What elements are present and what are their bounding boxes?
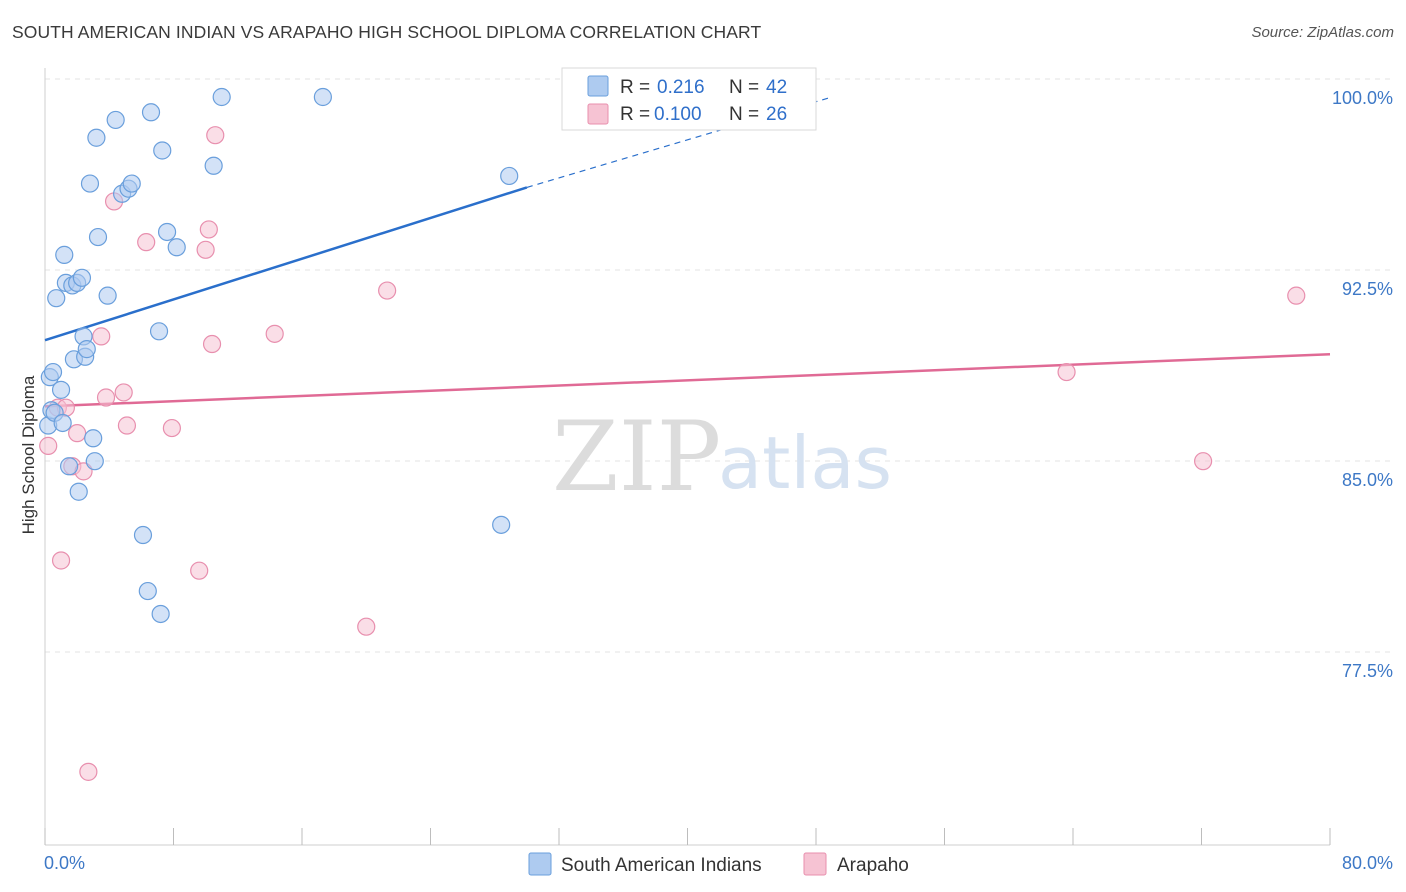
legend-swatch-blue [587,75,609,97]
legend-r-value-1: 0.216 [657,77,705,98]
chart-title: SOUTH AMERICAN INDIAN VS ARAPAHO HIGH SC… [12,22,762,42]
legend-n-label-2: N = [729,104,759,125]
point-arapaho [79,762,98,781]
y-tick-label: 77.5% [1342,661,1393,681]
watermark-zip: ZIP [552,401,721,513]
source-credit: Source: ZipAtlas.com [1251,24,1394,41]
point-south-american-indians [204,156,223,175]
x-tick-label-min: 0.0% [44,853,85,873]
point-arapaho [1194,452,1213,471]
scatter-points [39,87,1306,781]
point-south-american-indians [138,581,157,601]
x-tick-label-max: 80.0% [1342,853,1393,873]
point-arapaho [51,551,71,570]
point-arapaho [162,418,181,438]
point-south-american-indians [80,174,100,193]
y-axis-label: High School Diploma [19,375,38,534]
point-arapaho [357,617,376,636]
point-south-american-indians [84,429,103,448]
point-arapaho [39,436,58,455]
legend-n-label-1: N = [729,77,759,98]
point-arapaho [378,281,397,300]
point-arapaho [206,126,225,145]
watermark: ZIP atlas [552,401,892,513]
point-south-american-indians [122,174,141,193]
point-south-american-indians [69,482,88,501]
legend-r-value-2: 0.100 [654,104,702,125]
point-south-american-indians [153,141,172,160]
point-south-american-indians [313,87,332,107]
point-arapaho [265,324,284,343]
y-tick-label: 92.5% [1342,279,1393,299]
point-south-american-indians [53,413,72,433]
point-south-american-indians [141,103,161,122]
point-arapaho [1287,286,1306,305]
series-legend: South American Indians Arapaho [528,852,909,876]
point-arapaho [199,220,218,239]
point-south-american-indians [133,525,153,545]
stats-legend: R = 0.216 N = 42 R = 0.100 N = 26 [561,67,817,131]
axes [44,68,1331,846]
point-south-american-indians [72,268,92,287]
point-south-american-indians [85,452,104,471]
point-south-american-indians [157,222,177,242]
point-south-american-indians [47,289,66,308]
legend-r-label-1: R = [620,77,650,98]
watermark-atlas: atlas [718,421,892,505]
tick-labels: 77.5% 85.0% 92.5% 100.0% 0.0% 80.0% [44,88,1393,873]
point-south-american-indians [492,515,511,534]
point-south-american-indians [106,110,125,130]
legend-swatch-pink [587,103,609,125]
point-south-american-indians [149,322,169,341]
point-south-american-indians [500,166,519,186]
trendlines [44,96,1331,408]
point-arapaho [137,233,156,252]
series-legend-label-pink: Arapaho [837,855,909,876]
point-south-american-indians [98,286,117,305]
point-arapaho [202,334,222,354]
point-south-american-indians [87,128,106,147]
point-arapaho [68,424,87,443]
legend-n-value-1: 42 [766,77,787,98]
point-south-american-indians [43,362,63,382]
point-south-american-indians [55,245,74,264]
series-legend-swatch-pink [803,852,827,876]
point-south-american-indians [77,340,96,359]
legend-n-value-2: 26 [766,104,787,125]
point-south-american-indians [88,227,108,247]
point-arapaho [92,327,111,346]
series-legend-label-blue: South American Indians [561,855,762,876]
point-south-american-indians [59,457,79,476]
point-arapaho [196,240,215,259]
point-south-american-indians [151,604,170,624]
y-tick-label: 100.0% [1332,88,1393,108]
gridlines [45,78,1395,653]
y-tick-label: 85.0% [1342,470,1393,490]
point-south-american-indians [167,238,186,257]
point-south-american-indians [212,87,231,107]
series-legend-swatch-blue [528,852,552,876]
point-south-american-indians [51,380,71,399]
trendline-arapaho [44,352,1331,408]
point-arapaho [114,383,133,402]
trendline-south-american-indians [44,186,528,342]
point-arapaho [1057,362,1076,382]
point-arapaho [117,416,137,435]
legend-r-label-2: R = [620,104,650,125]
point-arapaho [190,561,209,580]
point-arapaho [96,388,116,407]
